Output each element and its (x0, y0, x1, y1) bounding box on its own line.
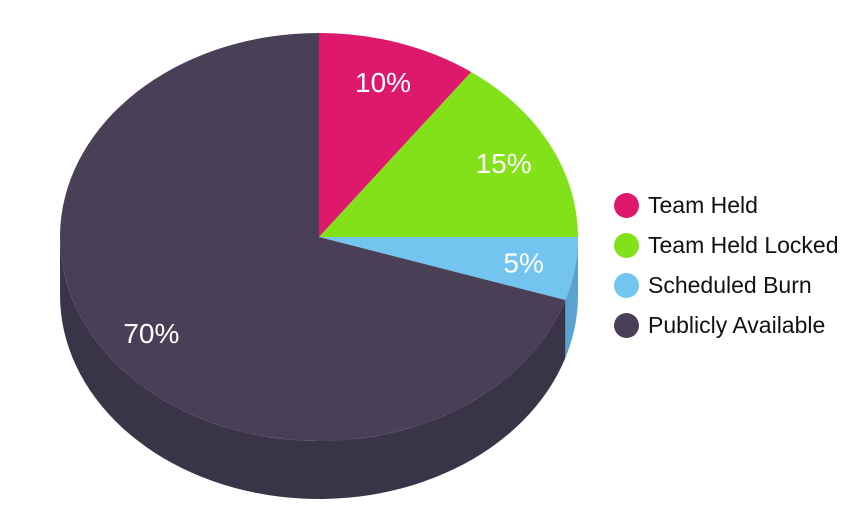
pie-slice-team-held (319, 33, 472, 237)
legend-label: Team Held Locked (648, 232, 839, 258)
legend-item-scheduled-burn: Scheduled Burn (614, 273, 839, 298)
slice-value-label-scheduled-burn: 5% (503, 248, 543, 279)
slice-value-label-team-held-locked: 15% (476, 148, 532, 179)
pie-rim-scheduled-burn (565, 237, 578, 359)
legend-swatch-icon (614, 273, 639, 298)
pie-slice-scheduled-burn (319, 237, 578, 301)
legend-swatch-icon (614, 313, 639, 338)
legend: Team Held Team Held Locked Scheduled Bur… (614, 193, 839, 338)
legend-label: Publicly Available (648, 312, 826, 338)
pie-slice-publicly-available (59, 33, 566, 442)
legend-label: Team Held (648, 192, 758, 218)
slice-value-label-publicly-available: 70% (123, 318, 179, 349)
legend-swatch-icon (614, 233, 639, 258)
pie-rim-publicly-available (60, 237, 566, 499)
legend-item-team-held: Team Held (614, 193, 839, 218)
legend-item-publicly-available: Publicly Available (614, 313, 839, 338)
legend-label: Scheduled Burn (648, 272, 812, 298)
slice-value-label-team-held: 10% (355, 67, 411, 98)
pie-slice-team-held-locked (319, 71, 578, 238)
legend-swatch-icon (614, 193, 639, 218)
legend-item-team-held-locked: Team Held Locked (614, 233, 839, 258)
